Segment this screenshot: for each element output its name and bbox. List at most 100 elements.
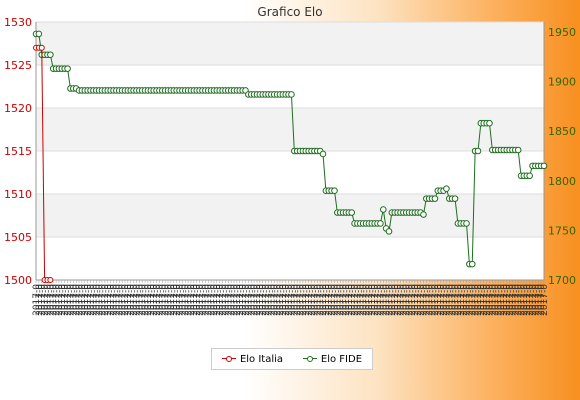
- x-tick-label: 2017-0: [233, 284, 243, 316]
- x-tick-label: 2017-0: [520, 284, 530, 316]
- x-tick-label: 2017-0: [61, 284, 71, 316]
- x-tick-label: 2017-0: [503, 284, 513, 316]
- point-fide: [540, 162, 548, 170]
- x-tick-label: 2017-0: [190, 284, 200, 316]
- x-tick-label: 2017-0: [534, 284, 544, 316]
- x-tick-label: 2017-0: [328, 284, 338, 316]
- x-tick-label: 2017-0: [43, 284, 53, 316]
- x-tick-label: 2017-0: [127, 284, 137, 316]
- x-tick-label: 2017-0: [396, 284, 406, 316]
- x-tick-label: 2017-0: [529, 284, 539, 316]
- point-fide: [377, 220, 384, 227]
- x-tick-label: 2017-0: [477, 284, 487, 316]
- x-tick-label: 2017-0: [319, 284, 329, 316]
- x-tick-label: 2017-0: [276, 284, 286, 316]
- x-tick-label: 2017-0: [379, 284, 389, 316]
- x-tick-label: 2017-0: [408, 284, 418, 316]
- x-tick-label: 2017-0: [282, 284, 292, 316]
- x-tick-label: 2017-0: [250, 284, 260, 316]
- point-fide: [385, 228, 393, 235]
- x-tick-label: 2017-0: [468, 284, 478, 316]
- x-tick-label: 2017-0: [356, 284, 366, 316]
- x-tick-label: 2017-0: [121, 284, 131, 316]
- x-tick-label: 2017-0: [253, 284, 263, 316]
- x-tick-label: 2017-0: [130, 284, 140, 316]
- x-tick-label: 2017-0: [273, 284, 283, 316]
- x-tick-label: 2017-0: [448, 284, 458, 316]
- x-tick-label: 2017-0: [155, 284, 165, 316]
- x-tick-label: 2017-0: [471, 284, 481, 316]
- x-tick-label: 2017-0: [440, 284, 450, 316]
- x-tick-label: 2017-0: [264, 284, 274, 316]
- x-tick-label: 2017-0: [451, 284, 461, 316]
- x-tick-label: 2017-0: [153, 284, 163, 316]
- x-tick-label: 2017-0: [394, 284, 404, 316]
- x-tick-label: 2017-0: [236, 284, 246, 316]
- x-tick-label: 2017-0: [66, 284, 76, 316]
- right-tick-label: 1800: [548, 175, 576, 188]
- x-tick-label: 2017-0: [38, 284, 48, 316]
- x-tick-label: 2017-0: [158, 284, 168, 316]
- grid-band: [36, 108, 544, 151]
- x-tick-label: 2017-0: [287, 284, 297, 316]
- chart-title: Grafico Elo: [257, 5, 323, 19]
- x-tick-label: 2017-0: [167, 284, 177, 316]
- x-tick-label: 2017-0: [425, 284, 435, 316]
- x-tick-label: 2017-0: [488, 284, 498, 316]
- grid-band: [36, 194, 544, 237]
- point-fide: [47, 51, 54, 59]
- x-tick-label: 2017-0: [95, 284, 105, 316]
- chart-legend: Elo Italia Elo FIDE: [211, 348, 373, 370]
- point-fide: [420, 211, 427, 218]
- x-tick-label: 2017-0: [193, 284, 203, 316]
- point-fide: [526, 172, 533, 180]
- x-tick-label: 2017-0: [267, 284, 277, 316]
- x-tick-label: 2017-0: [511, 284, 521, 316]
- x-tick-label: 2017-0: [87, 284, 97, 316]
- x-tick-label: 2017-0: [299, 284, 309, 316]
- x-tick-label: 2017-0: [463, 284, 473, 316]
- x-tick-label: 2017-0: [506, 284, 516, 316]
- x-tick-label: 2017-0: [227, 284, 237, 316]
- x-tick-label: 2017-0: [49, 284, 59, 316]
- x-tick-label: 2017-0: [399, 284, 409, 316]
- x-tick-label: 2017-0: [118, 284, 128, 316]
- x-tick-label: 2017-0: [419, 284, 429, 316]
- x-tick-label: 2017-0: [176, 284, 186, 316]
- x-tick-label: 2017-0: [170, 284, 180, 316]
- legend-swatch-fide: [302, 355, 317, 363]
- x-tick-label: 2017-0: [35, 284, 45, 316]
- x-tick-label: 2017-0: [109, 284, 119, 316]
- x-tick-label: 2017-0: [178, 284, 188, 316]
- x-tick-label: 2017-0: [259, 284, 269, 316]
- x-tick-label: 2017-0: [181, 284, 191, 316]
- x-tick-label: 2017-0: [310, 284, 320, 316]
- x-tick-label: 2017-0: [313, 284, 323, 316]
- x-tick-label: 2017-0: [365, 284, 375, 316]
- x-tick-label: 2017-0: [187, 284, 197, 316]
- x-tick-label: 2017-0: [213, 284, 223, 316]
- x-tick-label: 2017-0: [342, 284, 352, 316]
- x-tick-label: 2017-0: [81, 284, 91, 316]
- x-tick-label: 2017-0: [359, 284, 369, 316]
- x-tick-label: 2017-0: [115, 284, 125, 316]
- x-tick-label: 2017-0: [221, 284, 231, 316]
- x-tick-label: 2017-0: [422, 284, 432, 316]
- x-tick-label: 2017-0: [531, 284, 541, 316]
- x-tick-label: 2017-0: [135, 284, 145, 316]
- point-fide: [468, 260, 476, 268]
- x-tick-label: 2017-0: [457, 284, 467, 316]
- point-fide: [64, 65, 71, 72]
- x-tick-label: 2017-0: [445, 284, 455, 316]
- x-tick-label: 2017-0: [382, 284, 392, 316]
- point-fide: [288, 91, 295, 98]
- x-tick-label: 2017-0: [290, 284, 300, 316]
- x-tick-label: 2017-0: [207, 284, 217, 316]
- x-tick-label: 2017-0: [336, 284, 346, 316]
- x-tick-label: 2017-0: [242, 284, 252, 316]
- left-tick-label: 1525: [4, 59, 32, 72]
- point-fide: [319, 150, 327, 158]
- legend-label-fide: Elo FIDE: [320, 353, 363, 365]
